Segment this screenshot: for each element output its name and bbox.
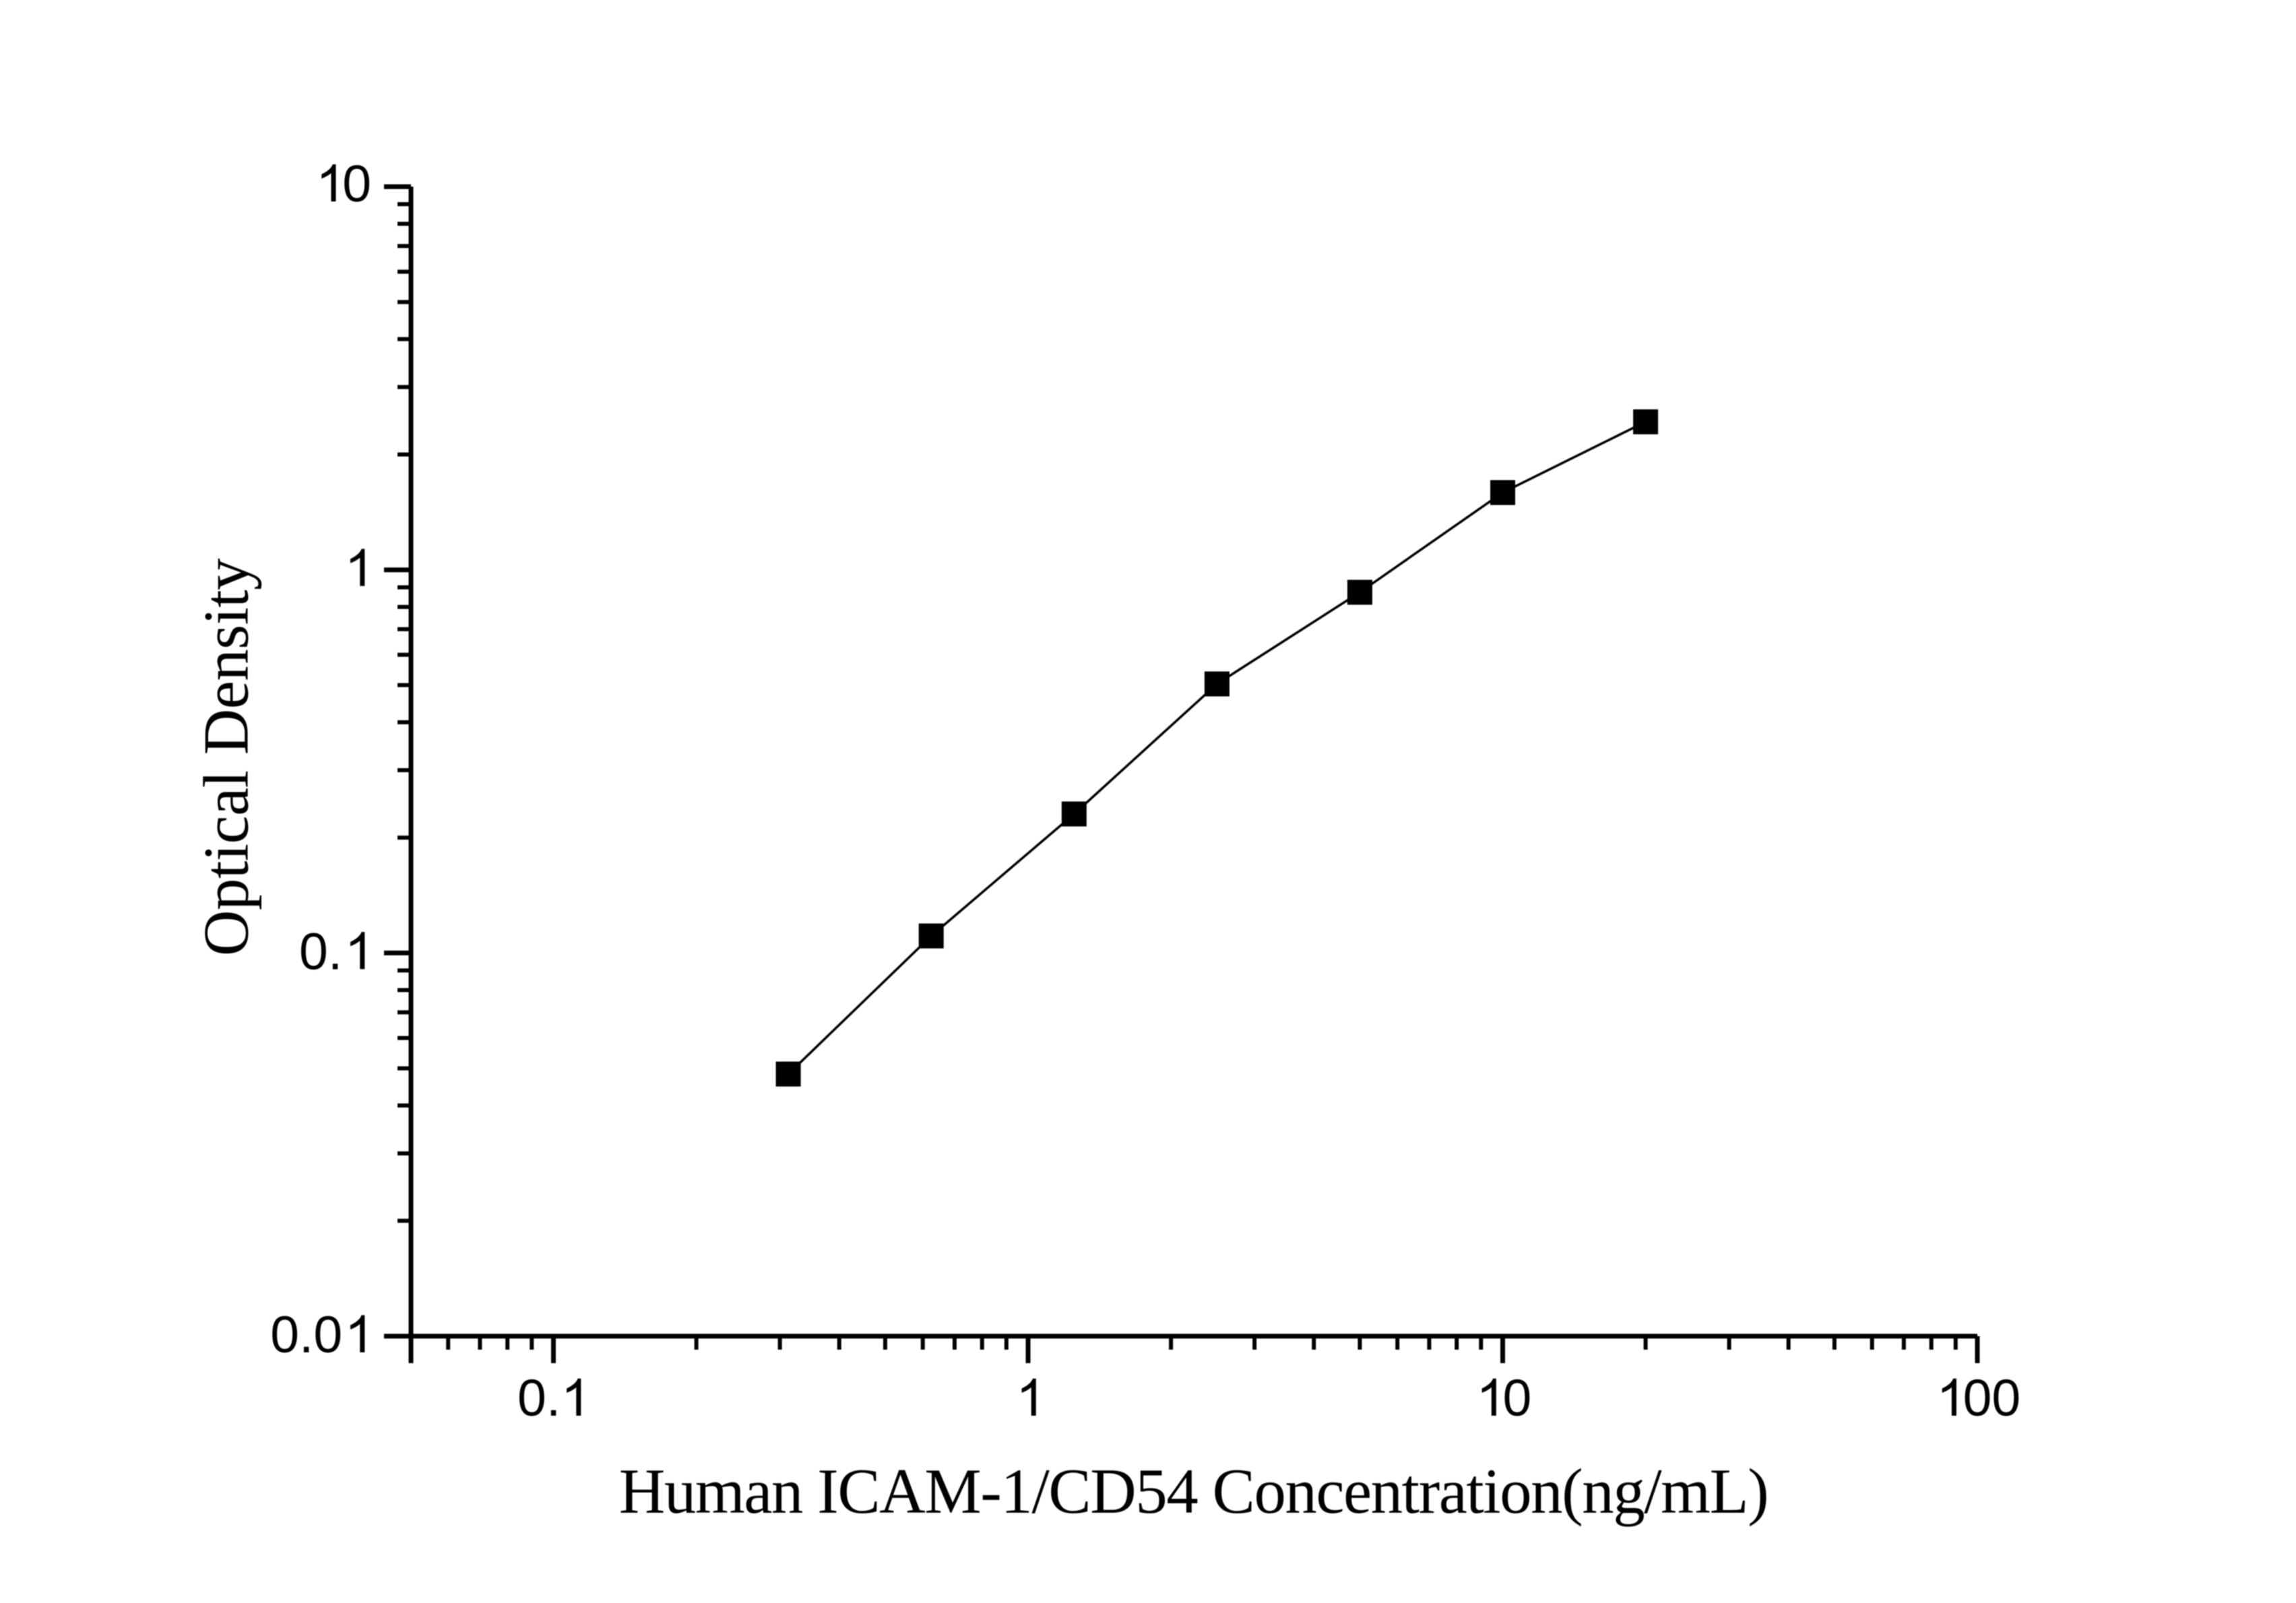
svg-text:0.: 0. bbox=[517, 1369, 561, 1427]
svg-text:Human ICAM-1/CD54 Concentratio: Human ICAM-1/CD54 Concentration(ng/mL) bbox=[619, 1455, 1768, 1527]
svg-text:0: 0 bbox=[342, 155, 371, 213]
svg-text:0.: 0. bbox=[299, 922, 342, 980]
svg-text:0: 0 bbox=[1503, 1369, 1532, 1427]
svg-text:Optical Density: Optical Density bbox=[191, 558, 262, 956]
svg-text:00: 00 bbox=[1963, 1369, 2021, 1427]
svg-text:0.0: 0.0 bbox=[270, 1306, 342, 1364]
